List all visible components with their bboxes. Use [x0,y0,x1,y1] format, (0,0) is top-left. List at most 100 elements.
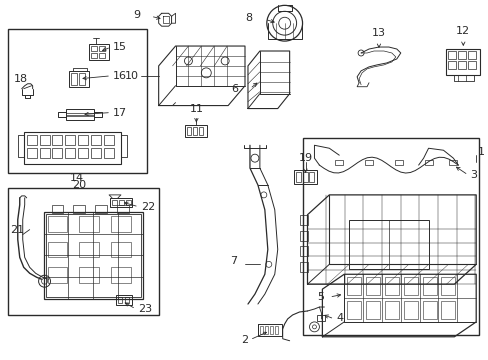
Text: 22: 22 [141,202,155,212]
Bar [79,73,85,85]
Bar [91,148,101,158]
Bar [299,247,307,256]
Bar [468,61,475,69]
Bar [457,61,466,69]
Text: 4: 4 [336,313,343,323]
Bar [457,51,466,59]
Bar [8,29,146,173]
Bar [274,326,277,334]
Bar [117,205,129,213]
Bar [91,135,101,145]
Bar [264,326,267,334]
Bar [257,324,281,336]
Bar [27,148,37,158]
Text: 15: 15 [113,42,127,52]
Bar [79,267,99,283]
Text: 7: 7 [230,256,237,266]
Text: 18: 18 [14,74,28,84]
Bar [447,61,455,69]
Text: 19: 19 [298,153,312,163]
Bar [65,148,75,158]
Bar [185,125,207,137]
Text: 12: 12 [455,26,469,36]
Bar [299,231,307,240]
Bar [116,295,132,305]
Text: 17: 17 [113,108,127,117]
Bar [51,205,63,213]
Bar [78,148,88,158]
Bar [422,301,436,319]
Text: 16: 16 [113,71,127,81]
Bar [99,53,105,58]
Bar [112,200,117,205]
Bar [43,212,142,299]
Text: 5: 5 [317,292,324,302]
Bar [27,135,37,145]
Bar [309,172,314,182]
Bar [269,326,272,334]
Bar [335,160,343,165]
Bar [79,242,99,257]
Bar [293,170,317,184]
Bar [447,51,455,59]
Bar [79,216,99,231]
Bar [384,277,398,295]
Bar [193,127,197,135]
Bar [118,297,122,303]
Bar [89,44,109,60]
Bar [346,277,360,295]
Bar [468,51,475,59]
Bar [91,46,97,51]
Bar [111,216,131,231]
Bar [187,127,191,135]
Text: 2: 2 [241,335,247,345]
Bar [119,200,123,205]
Bar [104,148,114,158]
Text: 1: 1 [477,147,484,157]
Bar [91,53,97,58]
Bar [71,73,77,85]
Bar [299,262,307,272]
Bar [302,138,478,335]
Bar [126,200,131,205]
Text: 13: 13 [371,28,385,38]
Bar [384,301,398,319]
Bar [69,71,89,87]
Bar [78,135,88,145]
Bar [124,297,129,303]
Text: 9: 9 [133,10,141,20]
Bar [111,242,131,257]
Bar [317,315,325,321]
Bar [45,214,141,297]
Bar [73,205,85,213]
Text: 3: 3 [469,170,476,180]
Bar [441,277,454,295]
Bar [111,267,131,283]
Bar [52,148,62,158]
Bar [348,220,427,269]
Bar [52,135,62,145]
Text: 21: 21 [10,225,24,235]
Bar [47,267,67,283]
Bar [47,216,67,231]
Bar [65,135,75,145]
Text: 23: 23 [138,304,152,314]
Text: 14: 14 [70,173,84,183]
Bar [40,135,49,145]
Bar [448,160,456,165]
Bar [394,160,402,165]
Bar [366,277,379,295]
Bar [40,148,49,158]
Bar [110,198,132,207]
Bar [346,301,360,319]
Text: 20: 20 [72,180,86,190]
Bar [95,205,107,213]
Bar [302,172,307,182]
Bar [47,242,67,257]
Text: 10: 10 [124,71,139,81]
Bar [8,188,158,315]
Bar [24,132,121,164]
Bar [403,301,417,319]
Bar [299,215,307,225]
Bar [259,326,263,334]
